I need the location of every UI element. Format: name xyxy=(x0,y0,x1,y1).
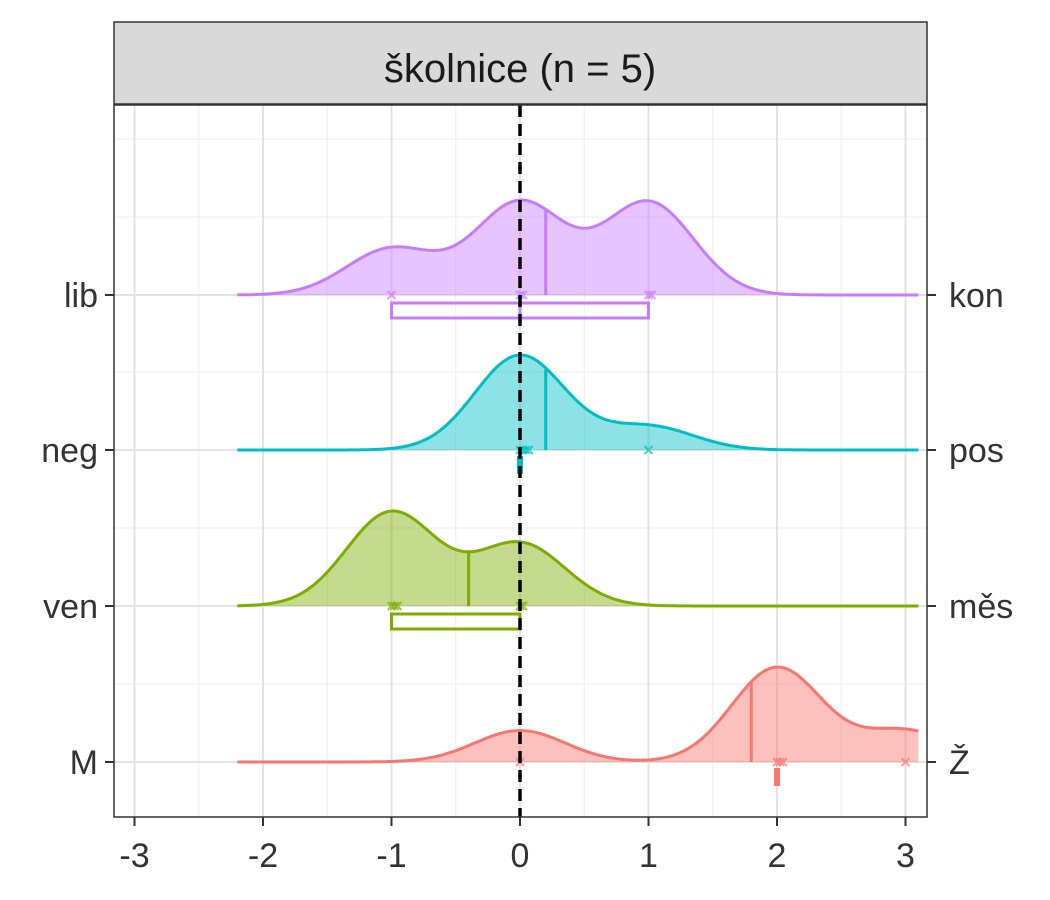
y-label-left: M xyxy=(70,744,98,782)
x-tick-label: 2 xyxy=(768,837,787,875)
x-tick-label: -3 xyxy=(119,837,149,875)
iqr-box xyxy=(517,456,523,474)
y-label-right: měs xyxy=(949,588,1013,626)
x-tick-label: 3 xyxy=(896,837,915,875)
data-point xyxy=(778,757,788,767)
data-point xyxy=(524,445,534,455)
ridge-line xyxy=(237,665,919,764)
ridge-group-ven xyxy=(237,509,919,631)
y-label-left: ven xyxy=(43,588,98,626)
chart-title: školnice (n = 5) xyxy=(384,47,656,91)
x-tick-label: 1 xyxy=(639,837,658,875)
ridge-line xyxy=(237,198,919,297)
y-label-right: pos xyxy=(949,432,1004,470)
data-point xyxy=(775,757,785,767)
y-label-left: lib xyxy=(64,277,98,315)
ridge-group-M xyxy=(237,665,919,786)
data-point xyxy=(900,757,911,767)
ridge-line xyxy=(237,353,919,452)
x-tick-label: 0 xyxy=(511,837,530,875)
ridge-group-neg xyxy=(237,353,919,474)
x-tick-label: -1 xyxy=(376,837,406,875)
data-point xyxy=(643,290,654,300)
data-point xyxy=(643,445,654,455)
y-label-left: neg xyxy=(41,432,98,470)
x-tick-label: -2 xyxy=(248,837,278,875)
data-point xyxy=(392,601,403,611)
ridge-line xyxy=(237,509,919,608)
data-point xyxy=(646,290,657,300)
data-point xyxy=(389,601,400,611)
iqr-box xyxy=(774,768,780,786)
y-label-right: kon xyxy=(949,277,1004,315)
ridge-area xyxy=(237,511,919,606)
ridge-area xyxy=(237,667,919,762)
y-label-right: Ž xyxy=(949,744,970,782)
data-point xyxy=(386,290,397,300)
ridge-area xyxy=(237,200,919,295)
data-point xyxy=(521,445,531,455)
strip-background xyxy=(113,21,928,105)
